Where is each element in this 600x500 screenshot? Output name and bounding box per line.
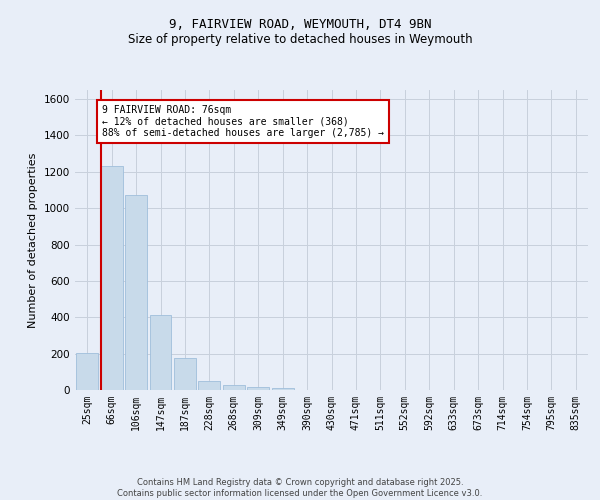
Bar xyxy=(199,380,220,390)
Bar xyxy=(272,388,293,390)
Bar xyxy=(223,384,245,390)
Text: 9 FAIRVIEW ROAD: 76sqm
← 12% of detached houses are smaller (368)
88% of semi-de: 9 FAIRVIEW ROAD: 76sqm ← 12% of detached… xyxy=(103,104,385,138)
Bar xyxy=(149,314,172,390)
Text: Size of property relative to detached houses in Weymouth: Size of property relative to detached ho… xyxy=(128,32,472,46)
Bar xyxy=(101,166,122,390)
Text: Contains HM Land Registry data © Crown copyright and database right 2025.
Contai: Contains HM Land Registry data © Crown c… xyxy=(118,478,482,498)
Bar xyxy=(247,386,269,390)
Bar xyxy=(174,358,196,390)
Bar xyxy=(125,194,147,390)
Text: 9, FAIRVIEW ROAD, WEYMOUTH, DT4 9BN: 9, FAIRVIEW ROAD, WEYMOUTH, DT4 9BN xyxy=(169,18,431,30)
Y-axis label: Number of detached properties: Number of detached properties xyxy=(28,152,38,328)
Bar xyxy=(76,352,98,390)
